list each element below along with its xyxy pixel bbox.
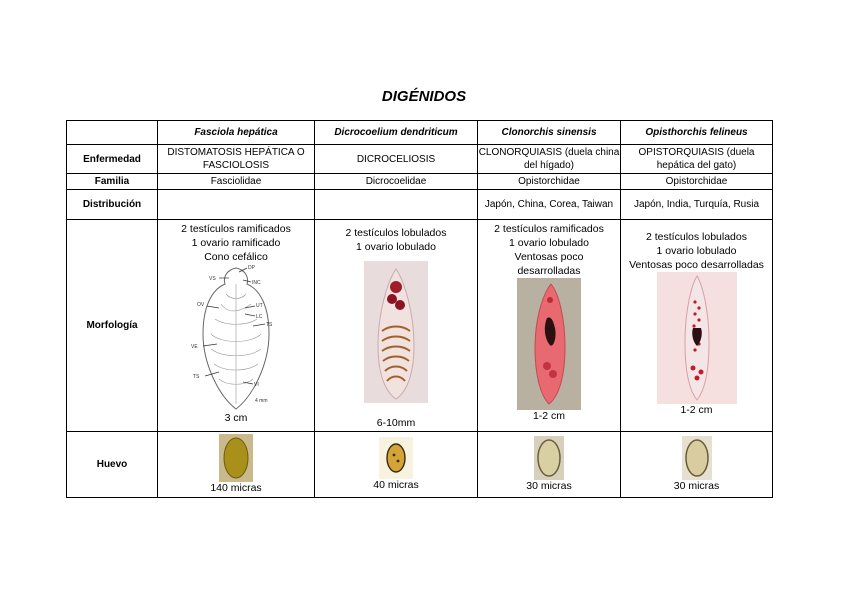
fasciola-diagram: DP VS INC OV UT LC TS VE TS VI 4 mm bbox=[191, 265, 273, 410]
enfermedad-row: Enfermedad DISTOMATOSIS HEPÁTICA O FASCI… bbox=[66, 144, 773, 174]
huevo-cell-opisthorchis: 30 micras bbox=[620, 431, 773, 498]
morph-line: 2 testículos ramificados bbox=[181, 223, 291, 235]
huevo-row: Huevo 140 micras 40 micras 30 micras bbox=[66, 431, 773, 498]
huevo-cell-dicrocoelium: 40 micras bbox=[314, 431, 478, 498]
diagram-label: DP bbox=[248, 265, 256, 271]
column-header-clonorchis: Clonorchis sinensis bbox=[477, 120, 621, 145]
dicrocoelium-egg-photo bbox=[379, 437, 413, 479]
familia-cell: Dicrocoelidae bbox=[314, 173, 478, 190]
size-label: 6-10mm bbox=[376, 417, 416, 429]
distribucion-cell: Japón, India, Turquía, Rusia bbox=[620, 189, 773, 220]
diagram-label: TS bbox=[266, 322, 273, 328]
column-header-opisthorchis: Opisthorchis felineus bbox=[620, 120, 773, 145]
size-label: 3 cm bbox=[224, 412, 248, 424]
row-label-enfermedad: Enfermedad bbox=[66, 144, 158, 174]
enfermedad-cell: OPISTORQUIASIS (duela hepática del gato) bbox=[620, 144, 773, 174]
diagram-label: UT bbox=[256, 303, 263, 309]
huevo-cell-clonorchis: 30 micras bbox=[477, 431, 621, 498]
clonorchis-photo bbox=[517, 278, 581, 410]
opisthorchis-egg-photo bbox=[681, 436, 712, 480]
corner-cell bbox=[66, 120, 158, 145]
egg-size-label: 30 micras bbox=[673, 480, 720, 492]
familia-cell: Opistorchidae bbox=[477, 173, 621, 190]
row-label-distribucion: Distribución bbox=[66, 189, 158, 220]
egg-size-label: 40 micras bbox=[373, 479, 419, 491]
morph-line: 2 testículos lobulados bbox=[345, 227, 447, 239]
distribucion-cell bbox=[314, 189, 478, 220]
morph-line: Ventosas poco desarrolladas bbox=[629, 259, 764, 271]
column-header-fasciola: Fasciola hepática bbox=[157, 120, 315, 145]
morfologia-cell-dicrocoelium: 2 testículos lobulados 1 ovario lobulado bbox=[314, 219, 478, 432]
morph-line: 1 ovario lobulado bbox=[509, 237, 589, 249]
column-header-dicrocoelium: Dicrocoelium dendriticum bbox=[314, 120, 478, 145]
morfologia-cell-fasciola: 2 testículos ramificados 1 ovario ramifi… bbox=[157, 219, 315, 432]
diagram-label: 4 mm bbox=[255, 398, 268, 404]
morph-line: 1 ovario lobulado bbox=[656, 245, 737, 257]
diagram-label: LC bbox=[256, 314, 263, 320]
distribucion-row: Distribución Japón, China, Corea, Taiwan… bbox=[66, 189, 773, 220]
opisthorchis-photo bbox=[656, 272, 737, 404]
egg-size-label: 140 micras bbox=[210, 482, 262, 494]
row-label-familia: Familia bbox=[66, 173, 158, 190]
clonorchis-egg-photo bbox=[534, 436, 564, 480]
morfologia-cell-opisthorchis: 2 testículos lobulados 1 ovario lobulado… bbox=[620, 219, 773, 432]
morph-line: 2 testículos ramificados bbox=[494, 223, 604, 235]
distribucion-cell bbox=[157, 189, 315, 220]
diagram-label: VS bbox=[209, 276, 216, 282]
morph-line: Cono cefálico bbox=[204, 251, 268, 263]
page-title: DIGÉNIDOS bbox=[381, 88, 467, 105]
enfermedad-cell: DICROCELIOSIS bbox=[314, 144, 478, 174]
diagram-label: VE bbox=[191, 344, 198, 350]
dicrocoelium-photo bbox=[364, 261, 428, 403]
familia-cell: Fasciolidae bbox=[157, 173, 315, 190]
morph-line: 1 ovario lobulado bbox=[356, 241, 436, 253]
enfermedad-cell: DISTOMATOSIS HEPÁTICA O FASCIOLOSIS bbox=[157, 144, 315, 174]
huevo-cell-fasciola: 140 micras bbox=[157, 431, 315, 498]
morph-line: 1 ovario ramificado bbox=[191, 237, 281, 249]
digeneans-table: Fasciola hepática Dicrocoelium dendritic… bbox=[66, 120, 773, 498]
morph-line: Ventosas poco desarrolladas bbox=[514, 251, 584, 277]
distribucion-cell: Japón, China, Corea, Taiwan bbox=[477, 189, 621, 220]
diagram-label: VI bbox=[254, 382, 259, 388]
morfologia-row: Morfología 2 testículos ramificados 1 ov… bbox=[66, 219, 773, 432]
size-label: 1-2 cm bbox=[532, 410, 566, 422]
diagram-label: OV bbox=[197, 302, 205, 308]
row-label-morfologia: Morfología bbox=[66, 219, 158, 432]
familia-row: Familia Fasciolidae Dicrocoelidae Opisto… bbox=[66, 173, 773, 190]
morph-line: 2 testículos lobulados bbox=[646, 231, 747, 243]
header-row: Fasciola hepática Dicrocoelium dendritic… bbox=[66, 120, 773, 145]
egg-size-label: 30 micras bbox=[526, 480, 572, 492]
diagram-label: TS bbox=[193, 374, 200, 380]
morfologia-cell-clonorchis: 2 testículos ramificados 1 ovario lobula… bbox=[477, 219, 621, 432]
row-label-huevo: Huevo bbox=[66, 431, 158, 498]
fasciola-egg-photo bbox=[219, 434, 253, 482]
familia-cell: Opistorchidae bbox=[620, 173, 773, 190]
size-label: 1-2 cm bbox=[680, 404, 713, 416]
diagram-label: INC bbox=[252, 280, 261, 286]
enfermedad-cell: CLONORQUIASIS (duela china del hígado) bbox=[477, 144, 621, 174]
